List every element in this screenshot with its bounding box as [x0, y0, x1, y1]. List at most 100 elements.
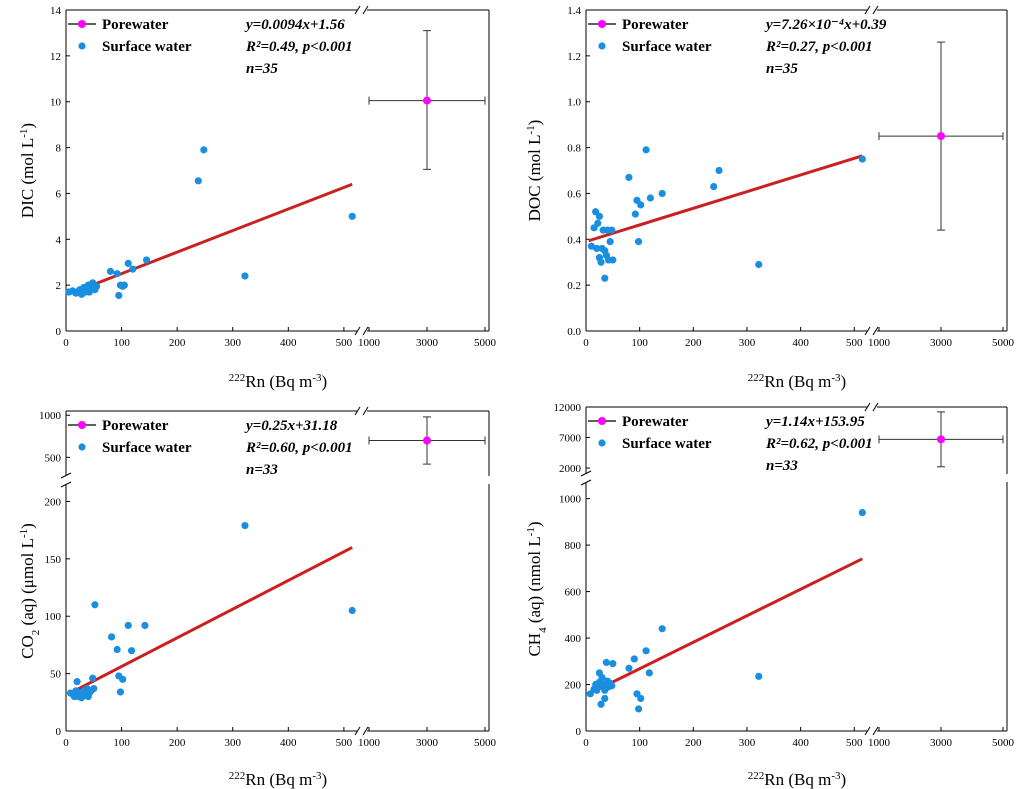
- y-tick-label: 0: [576, 726, 582, 738]
- legend-porewater-label: Porewater: [622, 414, 689, 430]
- surface-water-point: [637, 694, 645, 703]
- y-tick-label: 7000: [559, 433, 582, 445]
- x-tick-label: 400: [280, 737, 297, 749]
- surface-water-point: [90, 684, 98, 693]
- surface-water-point: [595, 212, 604, 220]
- x-tick-label: 200: [169, 737, 186, 749]
- surface-water-point: [92, 282, 101, 290]
- x-tick-label: 3000: [416, 337, 439, 349]
- surface-water-point: [625, 664, 633, 672]
- legend-surface-marker: [78, 443, 86, 451]
- y-tick-label: 1000: [39, 410, 62, 422]
- surface-water-point: [594, 219, 602, 227]
- x-tick-label: 1000: [358, 737, 381, 749]
- x-tick-label: 1000: [358, 337, 381, 349]
- surface-water-point: [241, 272, 249, 280]
- y-axis-break-mark: [580, 470, 592, 477]
- y-tick-label: 0.6: [567, 188, 581, 200]
- x-tick-label: 3000: [930, 737, 953, 749]
- x-tick-label: 0: [583, 337, 589, 349]
- y-tick-label: 200: [45, 496, 62, 508]
- x-axis-break-mark: [354, 326, 361, 336]
- y-axis-label: DIC (mol L-1): [18, 123, 37, 218]
- y-tick-label: 6: [56, 188, 62, 200]
- y-axis-break-mark: [580, 479, 592, 486]
- x-axis-top-break-mark: [872, 5, 879, 15]
- surface-water-point: [642, 146, 650, 154]
- surface-water-point: [89, 674, 97, 682]
- x-axis-top-break-mark: [864, 402, 871, 412]
- porewater-point: [423, 436, 431, 445]
- legend-porewater-label: Porewater: [622, 17, 689, 33]
- surface-water-point: [637, 201, 645, 209]
- legend-surface-label: Surface water: [102, 440, 192, 456]
- chart-panel-co2: 0 100 200 300 400 500 1000 3000 5000 0 50 100 150 200…: [18, 406, 497, 789]
- x-tick-label: 500: [336, 737, 353, 749]
- x-axis-break-mark: [864, 326, 871, 336]
- y-tick-label: 400: [565, 633, 582, 645]
- x-tick-label: 500: [846, 337, 863, 349]
- x-tick-label: 300: [224, 337, 241, 349]
- y-tick-label: 4: [56, 234, 62, 246]
- stats-annotation: n=35: [246, 61, 278, 77]
- x-axis-top-break-mark: [362, 406, 369, 416]
- x-tick-label: 200: [169, 337, 186, 349]
- x-tick-label: 5000: [992, 337, 1015, 349]
- legend-porewater-marker: [598, 417, 606, 425]
- x-tick-label: 500: [846, 737, 863, 749]
- x-tick-label: 100: [631, 737, 648, 749]
- surface-water-point: [194, 177, 202, 185]
- y-tick-label: 2000: [559, 463, 582, 475]
- y-tick-label: 12: [50, 51, 61, 63]
- chart-panel-dic: 0 100 200 300 400 500 1000 3000 5000 0 2 4 6 8 10 12 14 2…: [18, 5, 497, 391]
- surface-water-point: [630, 655, 638, 663]
- y-axis-label: CO2 (aq) (μmol L-1): [18, 523, 42, 659]
- regression-line: [588, 557, 863, 696]
- legend-surface-label: Surface water: [102, 39, 192, 55]
- surface-water-point: [609, 256, 617, 264]
- y-tick-label: 0: [56, 326, 62, 338]
- stats-annotation: n=35: [766, 61, 798, 77]
- y-tick-label: 800: [565, 540, 582, 552]
- surface-water-point: [608, 682, 616, 690]
- surface-water-point: [858, 155, 866, 163]
- surface-water-point: [642, 647, 650, 655]
- y-tick-label: 50: [50, 669, 62, 681]
- x-tick-label: 400: [792, 337, 809, 349]
- porewater-point: [423, 96, 431, 105]
- surface-water-point: [119, 675, 127, 683]
- x-tick-label: 0: [63, 337, 69, 349]
- y-tick-label: 1.4: [567, 5, 581, 17]
- surface-water-point: [755, 672, 763, 680]
- x-tick-label: 100: [113, 737, 130, 749]
- stats-annotation: R²=0.27, p<0.001: [765, 39, 873, 55]
- x-tick-label: 100: [113, 337, 130, 349]
- surface-water-point: [609, 660, 617, 668]
- stats-annotation: R²=0.62, p<0.001: [765, 436, 873, 452]
- surface-water-point: [602, 658, 610, 667]
- y-tick-label: 1.2: [567, 51, 581, 63]
- y-tick-label: 10: [50, 97, 62, 109]
- y-tick-label: 500: [45, 452, 62, 464]
- x-tick-label: 1000: [868, 737, 891, 749]
- porewater-point: [937, 132, 945, 141]
- surface-water-point: [348, 212, 356, 220]
- surface-water-point: [658, 625, 666, 633]
- regression-line: [68, 546, 353, 696]
- y-tick-label: 14: [50, 5, 62, 17]
- x-tick-label: 3000: [416, 737, 439, 749]
- surface-water-point: [645, 669, 653, 677]
- x-axis-break-mark: [872, 726, 879, 736]
- x-axis-label: 222Rn (Bq m-3): [229, 770, 327, 789]
- x-axis-label: 222Rn (Bq m-3): [748, 770, 846, 789]
- x-tick-label: 100: [631, 337, 648, 349]
- stats-annotation: y=0.25x+31.18: [244, 418, 338, 434]
- stats-annotation: y=0.0094x+1.56: [244, 17, 345, 33]
- legend-porewater-marker: [78, 20, 86, 28]
- surface-water-point: [127, 647, 136, 655]
- y-tick-label: 200: [565, 680, 582, 692]
- legend-surface-marker: [598, 439, 606, 447]
- x-tick-label: 0: [583, 737, 589, 749]
- surface-water-point: [113, 645, 121, 654]
